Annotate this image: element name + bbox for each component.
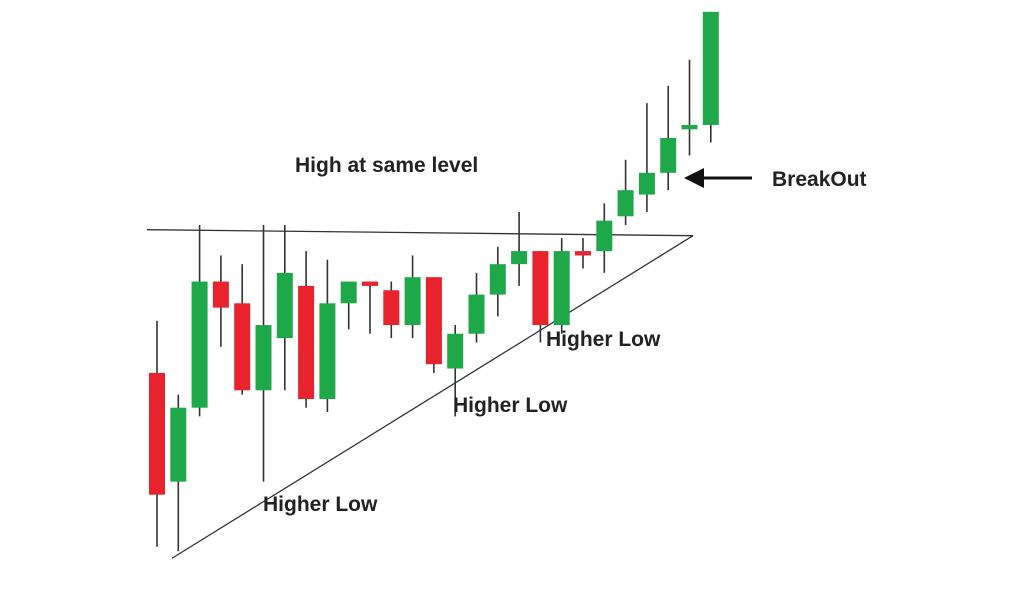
candle-body — [404, 277, 421, 326]
candle-body — [575, 251, 591, 256]
candle-body — [340, 281, 357, 304]
candle — [660, 85, 677, 191]
candles-layer — [149, 11, 719, 552]
candle-body — [276, 272, 293, 339]
candle — [532, 251, 549, 343]
candle — [234, 264, 251, 395]
breakout-arrow — [684, 168, 752, 188]
candle — [468, 272, 485, 343]
candle-body — [681, 124, 698, 130]
candle-body — [362, 281, 378, 286]
annotation-higher-low-3: Higher Low — [546, 328, 661, 351]
candle-body — [383, 290, 400, 326]
candle — [617, 159, 634, 225]
candle — [489, 246, 506, 317]
support-line — [171, 235, 694, 559]
annotation-breakout: BreakOut — [772, 168, 867, 191]
candle-body — [191, 281, 208, 408]
candle-body — [596, 220, 613, 252]
candle-body — [660, 138, 677, 173]
candle — [149, 320, 165, 547]
candle-body — [170, 407, 187, 482]
candle-body — [319, 303, 336, 399]
annotation-higher-low-1: Higher Low — [263, 493, 378, 516]
candle — [575, 238, 591, 269]
candle-body — [702, 11, 719, 125]
candle — [681, 59, 698, 156]
candle — [340, 281, 357, 330]
candle — [212, 255, 229, 347]
candle-body — [553, 251, 570, 326]
candle-body — [234, 303, 251, 391]
candle-body — [638, 172, 655, 195]
candle-body — [532, 251, 549, 326]
candle — [447, 325, 464, 417]
candle — [298, 251, 315, 408]
candle — [170, 394, 187, 552]
candle — [319, 259, 336, 413]
candle-body — [489, 264, 506, 295]
annotation-high-same-level: High at same level — [295, 154, 478, 177]
candle — [553, 238, 570, 334]
candle-body — [468, 294, 485, 334]
candle-body — [511, 251, 528, 265]
candle — [702, 11, 719, 143]
candle — [638, 103, 655, 212]
candle-body — [149, 372, 165, 495]
candle — [362, 281, 378, 334]
candle — [425, 277, 442, 373]
candle — [255, 225, 272, 482]
breakout-arrow-head — [684, 168, 704, 188]
candle — [404, 255, 421, 339]
candle-body — [617, 190, 634, 217]
candle — [191, 225, 208, 417]
candle-body — [298, 285, 315, 399]
annotation-layer: High at same level BreakOut Higher Low H… — [263, 154, 867, 516]
candle-body — [255, 325, 272, 391]
candle — [276, 225, 293, 391]
candle-body — [447, 333, 464, 369]
candle — [383, 281, 400, 339]
candle — [596, 203, 613, 273]
candle-body — [425, 277, 442, 365]
candle — [511, 211, 528, 286]
annotation-higher-low-2: Higher Low — [453, 394, 568, 417]
candle-body — [212, 281, 229, 308]
